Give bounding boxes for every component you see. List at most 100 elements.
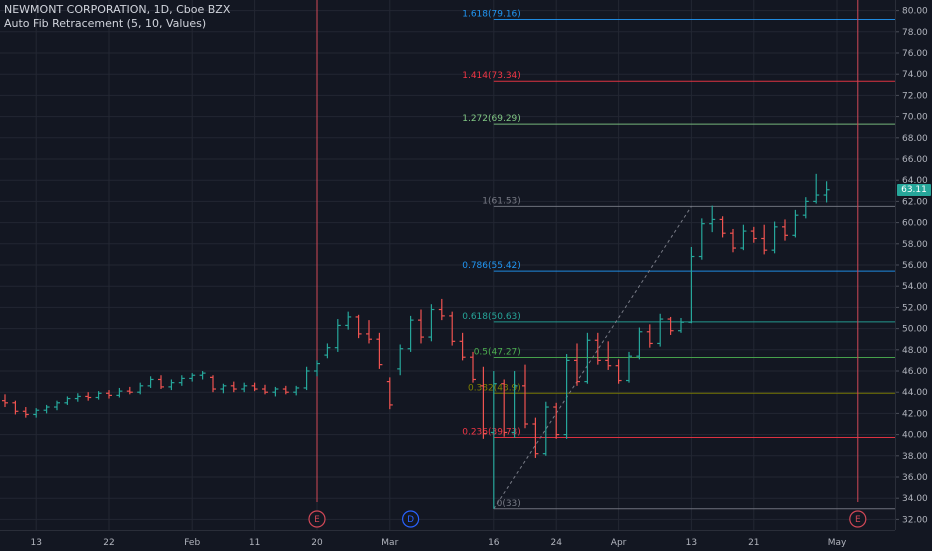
- ohlc-bar: [574, 343, 580, 386]
- ohlc-bar: [74, 393, 81, 402]
- fib-trend-line: [493, 206, 692, 510]
- price-tick-label: 66.00: [902, 155, 928, 165]
- ohlc-bar: [397, 344, 404, 376]
- ohlc-bar: [667, 316, 674, 335]
- ohlc-bar: [438, 298, 445, 321]
- ohlc-bar: [334, 319, 341, 352]
- chart-legend: NEWMONT CORPORATION, 1D, Cboe BZX Auto F…: [4, 3, 230, 31]
- indicator-title[interactable]: Auto Fib Retracement (5, 10, Values): [4, 17, 207, 30]
- ohlc-bar: [605, 341, 612, 370]
- dividend-marker: [402, 510, 420, 528]
- ohlc-bar: [636, 327, 643, 360]
- time-tick-label: May: [828, 538, 847, 548]
- price-tick-label: 38.00: [902, 452, 928, 462]
- price-chart[interactable]: 1.618(79.16) 1.414(73.34) 1.272(69.29) 1(61…: [0, 0, 895, 530]
- ohlc-bar: [542, 401, 549, 456]
- fib-level-label: 1(61.53): [482, 196, 521, 206]
- fib-level-label: 1.272(69.29): [462, 114, 521, 124]
- price-tick-label: 70.00: [902, 113, 928, 123]
- ohlc-bar: [137, 382, 144, 395]
- time-tick-label: Feb: [184, 538, 200, 548]
- time-tick-label: Apr: [611, 538, 627, 548]
- time-tick-label: 16: [488, 538, 500, 548]
- ohlc-bar: [626, 351, 632, 383]
- fib-level-label: 1.414(73.34): [462, 71, 521, 81]
- ohlc-bar: [584, 332, 591, 384]
- ohlc-bar: [168, 379, 175, 391]
- ohlc-bar: [272, 386, 279, 397]
- ohlc-bar: [740, 224, 747, 251]
- ohlc-bar: [750, 226, 757, 243]
- ohlc-bar: [501, 379, 508, 437]
- ohlc-bar: [761, 224, 768, 255]
- fib-retracement[interactable]: 1.618(79.16) 1.414(73.34) 1.272(69.29) 1(61…: [462, 10, 895, 510]
- ohlc-bar: [709, 205, 716, 233]
- ohlc-bar: [563, 354, 570, 439]
- ohlc-bar: [615, 359, 622, 384]
- ohlc-bar: [106, 390, 112, 399]
- ohlc-bar: [470, 351, 476, 383]
- price-scale-labels: 80.00 78.00 76.00 74.00 72.00 70.00 68.00 66.00…: [896, 7, 928, 525]
- ohlc-bar: [345, 311, 352, 330]
- price-tick-label: 62.00: [902, 197, 928, 207]
- ohlc-bar: [418, 309, 424, 344]
- fib-level-label: 0.618(50.63): [462, 312, 521, 322]
- current-price-badge: 63.11: [897, 183, 931, 196]
- ohlc-bar: [428, 304, 435, 342]
- ohlc-bar: [189, 373, 196, 382]
- ohlc-bar: [64, 396, 71, 405]
- time-tick-label: 20: [311, 538, 323, 548]
- ohlc-bar: [511, 371, 518, 438]
- fib-level-label: 0.786(55.42): [462, 261, 521, 271]
- ohlc-bar: [553, 402, 560, 439]
- ohlc-bar: [2, 394, 8, 408]
- ohlc-bar: [792, 209, 799, 238]
- price-tick-label: 72.00: [902, 91, 928, 101]
- ohlc-bar: [782, 219, 788, 241]
- price-tick-label: 68.00: [902, 134, 928, 144]
- ohlc-bar: [366, 320, 372, 344]
- dividend-marker-label: D: [407, 515, 414, 525]
- ohlc-bar: [262, 384, 268, 395]
- fib-level-label: 0.5(47.27): [474, 348, 521, 358]
- ohlc-bar: [730, 228, 736, 253]
- ohlc-bar: [407, 315, 414, 352]
- ohlc-bar: [116, 387, 123, 398]
- ohlc-bar: [126, 386, 133, 395]
- time-scale[interactable]: 13 22 Feb 11 20 Mar 16 24 Apr 13 21 May: [0, 530, 895, 551]
- ohlc-bar: [386, 377, 393, 410]
- price-tick-label: 34.00: [902, 494, 928, 504]
- ohlc-bar: [210, 375, 216, 393]
- price-tick-label: 44.00: [902, 388, 928, 398]
- chart-pane[interactable]: 1.618(79.16) 1.414(73.34) 1.272(69.29) 1(61…: [0, 0, 895, 530]
- event-lines: [316, 0, 859, 502]
- ohlc-bar: [698, 218, 705, 260]
- grid-lines: [0, 0, 895, 530]
- ohlc-bar: [594, 332, 601, 365]
- price-tick-label: 42.00: [902, 409, 928, 419]
- time-tick-label: Mar: [381, 538, 398, 548]
- ohlc-bar: [178, 375, 185, 386]
- ohlc-bar: [85, 392, 92, 401]
- price-tick-label: 52.00: [902, 303, 928, 313]
- time-tick-label: 11: [249, 538, 260, 548]
- ohlc-bar: [303, 366, 310, 391]
- ohlc-bar: [771, 221, 778, 254]
- symbol-title[interactable]: NEWMONT CORPORATION, 1D, Cboe BZX: [4, 3, 231, 16]
- price-scale[interactable]: 80.00 78.00 76.00 74.00 72.00 70.00 68.00 66.00…: [895, 0, 932, 530]
- ohlc-bar: [532, 417, 539, 458]
- ohlc-bar: [678, 318, 684, 333]
- ohlc-bar: [158, 375, 164, 390]
- price-tick-label: 56.00: [902, 261, 928, 271]
- price-tick-label: 64.00: [902, 176, 928, 186]
- time-tick-label: 21: [748, 538, 759, 548]
- ohlc-bar: [220, 383, 227, 394]
- price-tick-label: 80.00: [902, 7, 928, 17]
- ohlc-bar: [230, 381, 237, 393]
- ohlc-bar: [241, 382, 248, 393]
- earnings-marker: [308, 510, 326, 528]
- time-scale-labels: 13 22 Feb 11 20 Mar 16 24 Apr 13 21 May: [30, 538, 847, 548]
- ohlc-bar: [95, 391, 102, 400]
- price-tick-label: 60.00: [902, 219, 928, 229]
